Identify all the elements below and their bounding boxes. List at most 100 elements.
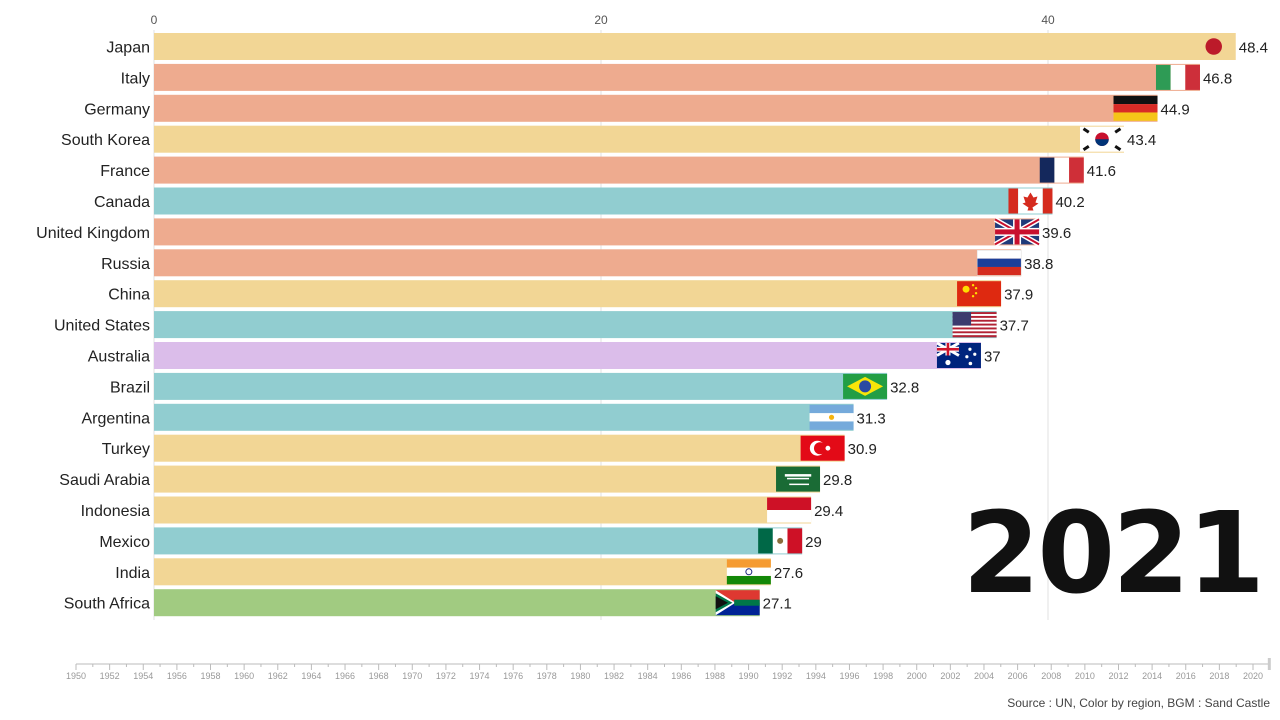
timeline-label: 1952 (100, 671, 120, 681)
value-label: 46.8 (1203, 70, 1232, 87)
timeline-label: 2002 (940, 671, 960, 681)
flag-japan-icon (1205, 38, 1222, 55)
flag-saudi-arabia-icon (776, 466, 821, 492)
bar-united-states (154, 311, 997, 339)
bar-argentina (154, 403, 854, 431)
value-label: 37.7 (1000, 318, 1029, 335)
timeline-label: 1974 (470, 671, 490, 681)
value-label: 37.9 (1004, 287, 1033, 304)
timeline-label: 1958 (200, 671, 220, 681)
category-label: Brazil (110, 379, 150, 396)
bar-brazil (154, 372, 888, 400)
timeline-label: 1990 (739, 671, 759, 681)
category-label: Indonesia (81, 503, 150, 520)
timeline-label: 2000 (907, 671, 927, 681)
category-label: Italy (121, 70, 150, 87)
value-label: 27.6 (774, 565, 803, 582)
timeline-label: 1992 (772, 671, 792, 681)
flag-brazil-icon (843, 373, 888, 399)
flag-indonesia-icon (767, 497, 812, 523)
timeline-label: 2016 (1176, 671, 1196, 681)
bar-united-kingdom (154, 218, 1040, 246)
timeline-label: 1970 (402, 671, 422, 681)
category-label: China (108, 287, 150, 304)
timeline-label: 1978 (537, 671, 557, 681)
timeline-label: 1956 (167, 671, 187, 681)
flag-china-icon (957, 281, 1002, 307)
flag-australia-icon (936, 341, 981, 368)
timeline-label: 1962 (268, 671, 288, 681)
category-label: Mexico (99, 534, 150, 551)
flag-uk-icon (993, 217, 1041, 247)
timeline-label: 2018 (1209, 671, 1229, 681)
flag-germany-icon (1113, 95, 1158, 121)
value-label: 29 (805, 534, 822, 551)
category-label: Argentina (82, 410, 151, 427)
timeline-handle (1267, 658, 1271, 670)
value-label: 40.2 (1055, 194, 1084, 211)
timeline-label: 2014 (1142, 671, 1162, 681)
bar-germany (154, 94, 1158, 122)
year-label: 2021 (962, 489, 1265, 619)
bar-japan (154, 33, 1236, 60)
category-label: Australia (88, 349, 150, 366)
timeline-label: 1968 (369, 671, 389, 681)
source-caption: Source : UN, Color by region, BGM : Sand… (1007, 696, 1270, 710)
timeline-label: 1984 (638, 671, 658, 681)
value-label: 41.6 (1087, 163, 1116, 180)
bar-australia (154, 342, 981, 369)
flag-turkey-icon (800, 435, 845, 461)
timeline-label: 1972 (436, 671, 456, 681)
flag-france-icon (1039, 157, 1084, 183)
value-label: 27.1 (763, 596, 792, 613)
timeline-label: 1964 (301, 671, 321, 681)
flag-italy-icon (1155, 64, 1200, 90)
bar-italy (154, 63, 1200, 91)
category-label: Germany (84, 101, 150, 118)
value-label: 44.9 (1161, 101, 1190, 118)
timeline-label: 1982 (604, 671, 624, 681)
flag-south-africa-icon (715, 590, 760, 616)
category-label: Russia (101, 256, 150, 273)
flag-russia-icon (976, 250, 1022, 276)
flag-canada-icon (1008, 188, 1053, 214)
category-label: Turkey (102, 441, 150, 458)
value-label: 29.4 (814, 503, 843, 520)
timeline-label: 1986 (671, 671, 691, 681)
flag-india-icon (726, 559, 771, 585)
bar-south-korea (154, 125, 1124, 153)
value-label: 37 (984, 349, 1001, 366)
value-label: 32.8 (890, 379, 919, 396)
x-tick-label: 20 (594, 13, 608, 27)
flag-argentina-icon (809, 404, 854, 430)
bar-canada (154, 187, 1053, 215)
value-label: 29.8 (823, 472, 852, 489)
bar-france (154, 156, 1084, 184)
category-label: Japan (106, 40, 150, 57)
timeline-label: 2004 (974, 671, 994, 681)
category-label: United States (54, 318, 150, 335)
flag-usa-icon (952, 312, 997, 338)
bar-china (154, 280, 1002, 308)
timeline-label: 1960 (234, 671, 254, 681)
category-label: United Kingdom (36, 225, 150, 242)
category-label: France (100, 163, 150, 180)
value-label: 39.6 (1042, 225, 1071, 242)
flag-mexico-icon (758, 528, 803, 554)
timeline-label: 1976 (503, 671, 523, 681)
timeline-label: 1980 (570, 671, 590, 681)
timeline-label: 2012 (1108, 671, 1128, 681)
x-tick-label: 40 (1041, 13, 1055, 27)
bar-turkey (154, 434, 845, 462)
value-label: 30.9 (848, 441, 877, 458)
value-label: 31.3 (857, 410, 886, 427)
timeline-label: 2006 (1008, 671, 1028, 681)
bar-mexico (154, 527, 803, 555)
timeline-label: 1966 (335, 671, 355, 681)
bar-saudi-arabia (154, 465, 821, 493)
timeline-scrubber[interactable]: 1950 1952 1954 1956 1958 1960 1962 1964 1966 1968… (0, 648, 1280, 688)
category-label: Saudi Arabia (59, 472, 150, 489)
timeline-label: 1998 (873, 671, 893, 681)
category-label: Canada (94, 194, 150, 211)
timeline-label: 2020 (1243, 671, 1263, 681)
